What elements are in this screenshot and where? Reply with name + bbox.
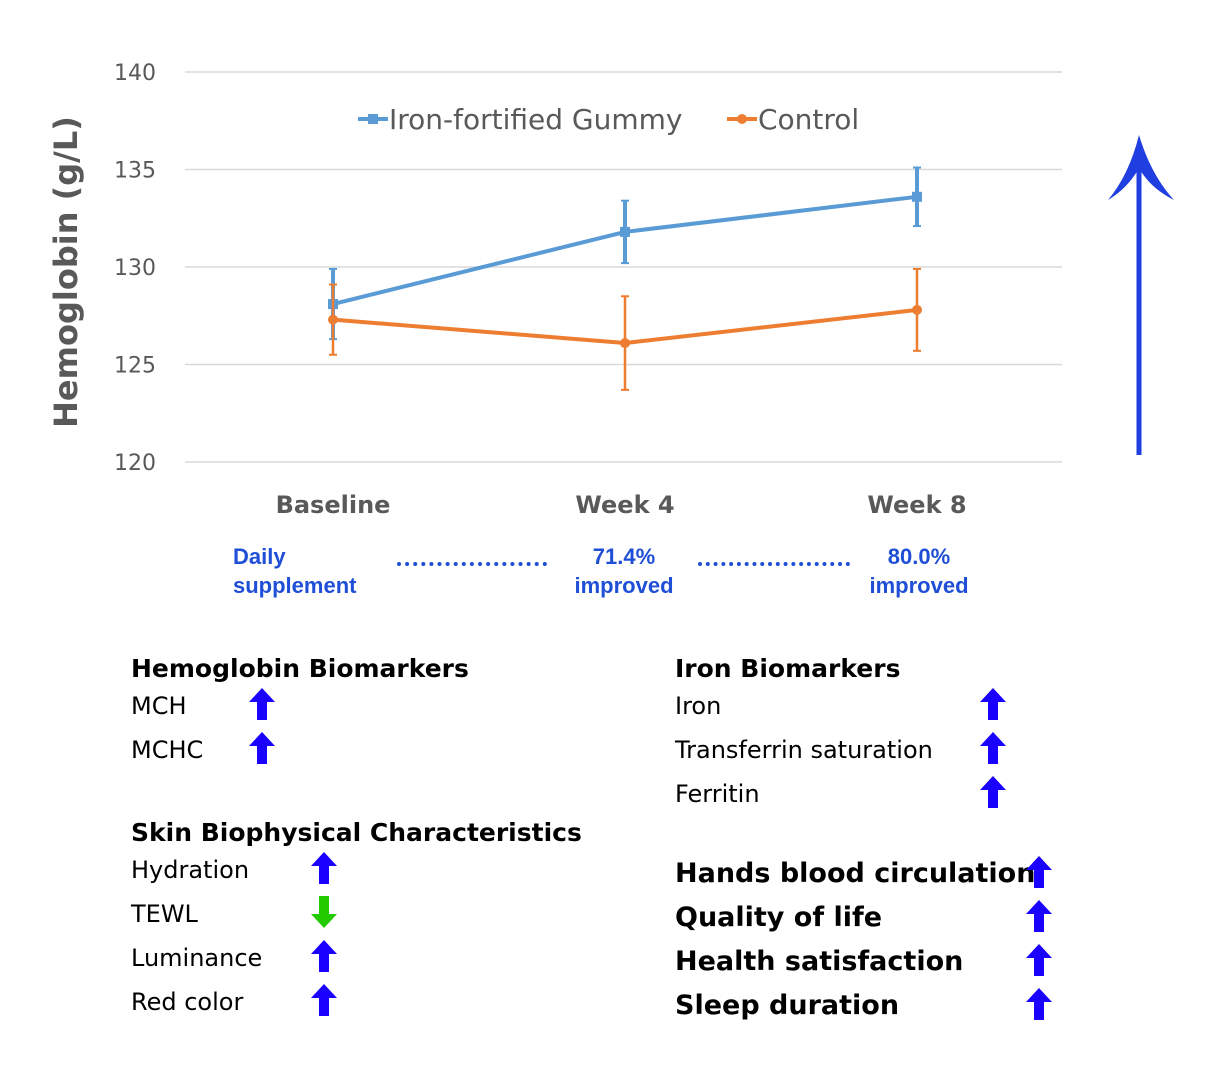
y-tick-label: 125	[114, 354, 156, 379]
annotation-week4-line1: 71.4%	[592, 544, 656, 569]
list-item: Red color	[131, 980, 611, 1024]
arrow-up-icon	[249, 688, 275, 720]
legend-label: Iron-fortified Gummy	[389, 103, 683, 136]
list-item-label: Hands blood circulation	[675, 858, 1036, 889]
x-category-label: Week 4	[575, 491, 674, 519]
arrow-up-icon	[311, 984, 337, 1016]
data-point	[912, 191, 922, 202]
annotation-baseline: Daily supplement	[233, 542, 356, 600]
annotation-week4-line2: improved	[574, 573, 674, 598]
y-tick-label: 130	[114, 256, 156, 281]
x-category-label: Week 8	[867, 491, 966, 519]
series-control	[328, 267, 922, 391]
arrow-down-icon	[311, 896, 337, 928]
dotted-connector-2	[698, 562, 850, 566]
annotation-week8: 80.0% improved	[855, 542, 983, 600]
x-axis-categories: Baseline Week 4 Week 8	[276, 491, 967, 519]
skin-title: Skin Biophysical Characteristics	[131, 818, 582, 847]
list-item-label: Hydration	[131, 856, 250, 884]
list-item: TEWL	[131, 892, 611, 936]
annotation-baseline-line1: Daily	[233, 544, 286, 569]
iron-biomarkers-title: Iron Biomarkers	[675, 654, 901, 683]
arrow-up-icon	[1026, 944, 1052, 976]
iron-biomarkers-section: Iron Biomarkers Iron Transferrin saturati…	[675, 654, 1075, 816]
legend-item: Iron-fortified Gummy	[358, 103, 683, 136]
list-item-label: Ferritin	[675, 780, 760, 808]
x-category-label: Baseline	[276, 491, 391, 519]
y-tick-label: 120	[114, 451, 156, 476]
list-item-label: Health satisfaction	[675, 946, 964, 977]
annotation-baseline-line2: supplement	[233, 573, 357, 598]
annotation-week8-line2: improved	[869, 573, 969, 598]
y-tick-label: 135	[114, 159, 156, 184]
data-point	[620, 226, 630, 237]
y-tick-label: 140	[114, 61, 156, 86]
list-item: MCH	[131, 684, 531, 728]
list-item: MCHC	[131, 728, 531, 772]
dotted-connector-1	[397, 562, 547, 566]
annotation-week4: 71.4% improved	[560, 542, 688, 600]
list-item: Hydration	[131, 848, 611, 892]
list-item-label: Iron	[675, 692, 722, 720]
list-item-label: Luminance	[131, 944, 263, 972]
big-up-arrow	[1108, 135, 1174, 455]
list-item: Quality of life	[675, 896, 1095, 940]
list-item-label: MCHC	[131, 736, 204, 764]
arrow-up-icon	[249, 732, 275, 764]
list-item: Ferritin	[675, 772, 1075, 816]
arrow-up-icon	[1026, 900, 1052, 932]
list-item-label: Sleep duration	[675, 990, 900, 1021]
arrow-up-icon	[311, 940, 337, 972]
arrow-up-icon	[980, 732, 1006, 764]
hemoglobin-chart: 120 125 130 135 140 Baseline Week 4 Week 8 Iro…	[47, 61, 1174, 519]
list-item: Health satisfaction	[675, 940, 1095, 984]
list-item: Iron	[675, 684, 1075, 728]
arrow-up-icon	[980, 688, 1006, 720]
list-item-label: Quality of life	[675, 902, 883, 933]
y-axis-label: Hemoglobin (g/L)	[47, 116, 85, 428]
skin-section: Skin Biophysical Characteristics Hydrati…	[131, 818, 611, 1024]
hemoglobin-biomarkers-section: Hemoglobin Biomarkers MCH MCHC	[131, 654, 531, 772]
data-point	[620, 338, 630, 349]
data-point	[328, 314, 338, 325]
legend-item: Control	[727, 103, 859, 136]
data-point	[912, 304, 922, 315]
list-item-label: Red color	[131, 988, 244, 1016]
other-outcomes-section: Hands blood circulation Quality of life He…	[675, 852, 1095, 1028]
legend: Iron-fortified Gummy Control	[358, 103, 859, 136]
annotation-week8-line1: 80.0%	[887, 544, 951, 569]
legend-marker	[737, 114, 747, 124]
list-item: Luminance	[131, 936, 611, 980]
list-item-label: MCH	[131, 692, 187, 720]
arrow-up-icon	[980, 776, 1006, 808]
series-layer	[328, 166, 922, 391]
list-item-label: TEWL	[131, 900, 198, 928]
arrow-up-icon	[1026, 988, 1052, 1020]
legend-marker	[368, 114, 378, 124]
list-item: Transferrin saturation	[675, 728, 1075, 772]
list-item: Sleep duration	[675, 984, 1095, 1028]
arrow-up-icon	[311, 852, 337, 884]
list-item: Hands blood circulation	[675, 852, 1095, 896]
y-axis-ticks: 120 125 130 135 140	[114, 61, 156, 476]
arrow-up-icon	[1026, 856, 1052, 888]
hemoglobin-biomarkers-title: Hemoglobin Biomarkers	[131, 654, 469, 683]
list-item-label: Transferrin saturation	[675, 736, 933, 764]
legend-label: Control	[758, 103, 859, 136]
